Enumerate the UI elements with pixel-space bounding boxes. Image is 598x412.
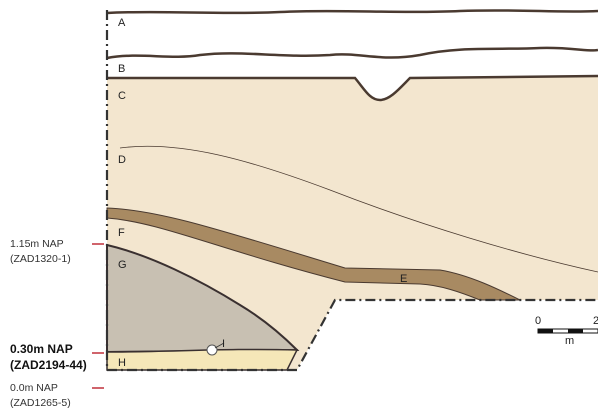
level-borehole: (ZAD1320-1) xyxy=(10,253,71,265)
scale-end: 2 xyxy=(593,315,598,327)
layer-c-top xyxy=(107,74,598,102)
layer-g xyxy=(106,243,300,354)
level-borehole: (ZAD1265-5) xyxy=(10,397,71,409)
layer-label: D xyxy=(118,154,126,166)
layer-b-top xyxy=(106,46,598,60)
layer-label: E xyxy=(400,273,407,285)
layer-label: H xyxy=(118,357,126,369)
find-i xyxy=(206,344,218,356)
scale-bar-seg xyxy=(568,329,583,333)
level-borehole: (ZAD2194-44) xyxy=(10,358,87,372)
scale-unit: m xyxy=(565,335,574,347)
layer-label: B xyxy=(118,63,125,75)
scale-start: 0 xyxy=(535,315,541,327)
layer-a-top xyxy=(106,9,598,15)
pointer-i xyxy=(214,342,225,349)
layer-label: A xyxy=(118,17,126,29)
layer-label: G xyxy=(118,259,127,271)
layer-label: I xyxy=(222,338,225,350)
level-height: 0.0m NAP xyxy=(10,382,58,394)
level-height: 0.30m NAP xyxy=(10,342,73,356)
section-border xyxy=(105,10,598,372)
scale-bar-seg xyxy=(538,329,553,333)
layer-label: C xyxy=(118,90,126,102)
layer-h xyxy=(106,348,299,371)
layer-label: F xyxy=(118,227,125,239)
level-height: 1.15m NAP xyxy=(10,238,64,250)
layer-d-line xyxy=(119,145,598,273)
